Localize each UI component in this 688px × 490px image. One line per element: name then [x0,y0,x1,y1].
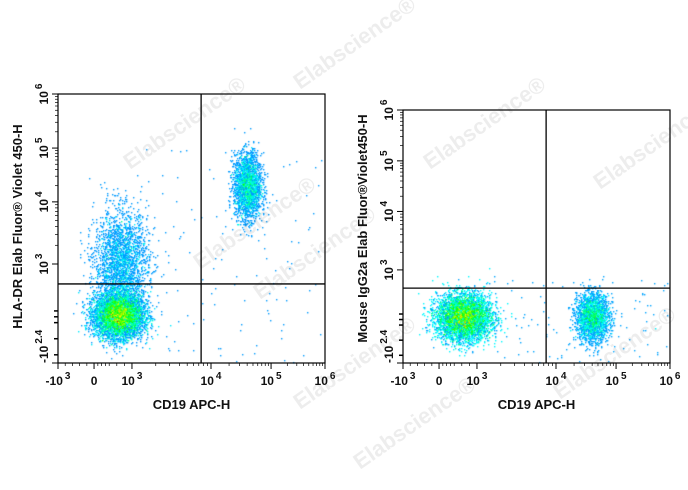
y-tick-label: 106 [34,83,51,104]
x-tick-label: 0 [436,374,443,388]
y-tick-label: 105 [34,137,51,158]
watermark-text: Elabscience® [419,71,551,174]
plot-frame [402,109,671,364]
x-axis-label: CD19 APC-H [498,397,576,412]
y-tick-label: 103 [379,259,396,280]
y-tick-label: 106 [379,99,396,120]
watermark-text: Elabscience® [289,0,421,94]
x-tick-label: -10 3 [391,371,416,388]
y-tick-label: 105 [379,150,396,171]
watermark-text: Elabscience® [549,301,681,404]
watermark-text: Elabscience® [589,91,688,194]
watermark-text: Elabscience® [119,71,251,174]
x-tick-label: 10 3 [466,371,487,388]
x-tick-label: -10 3 [46,371,71,388]
x-tick-label: 10 6 [660,371,681,388]
watermark-text: Elabscience® [349,371,481,474]
x-tick-label: 10 4 [201,371,222,388]
x-tick-label: 10 4 [546,371,567,388]
x-tick-label: 0 [91,374,98,388]
x-axis-label: CD19 APC-H [153,397,231,412]
plot-1: -10 3 0 10 3 10 4 10 5 10 6 -102.4 103 104 105 106 CD19 … [10,83,336,412]
y-tick-label: -102.4 [34,329,51,363]
x-tick-label: 10 5 [261,371,282,388]
plot-2: -10 3 0 10 3 10 4 10 5 10 6 -102.4 103 104 105 106 CD19 … [355,99,681,412]
x-tick-label: 10 5 [606,371,627,388]
y-axis-label: HLA-DR Elab Fluor® Violet 450-H [10,124,25,328]
plot-frame [57,93,326,364]
x-tick-label: 10 6 [315,371,336,388]
y-tick-label: 103 [34,253,51,274]
y-tick-label: -102.4 [379,329,396,363]
y-tick-label: 104 [34,191,51,212]
x-tick-label: 10 3 [121,371,142,388]
y-axis-label: Mouse IgG2a Elab Fluor®Violet450-H [355,114,370,342]
y-tick-label: 104 [379,201,396,222]
